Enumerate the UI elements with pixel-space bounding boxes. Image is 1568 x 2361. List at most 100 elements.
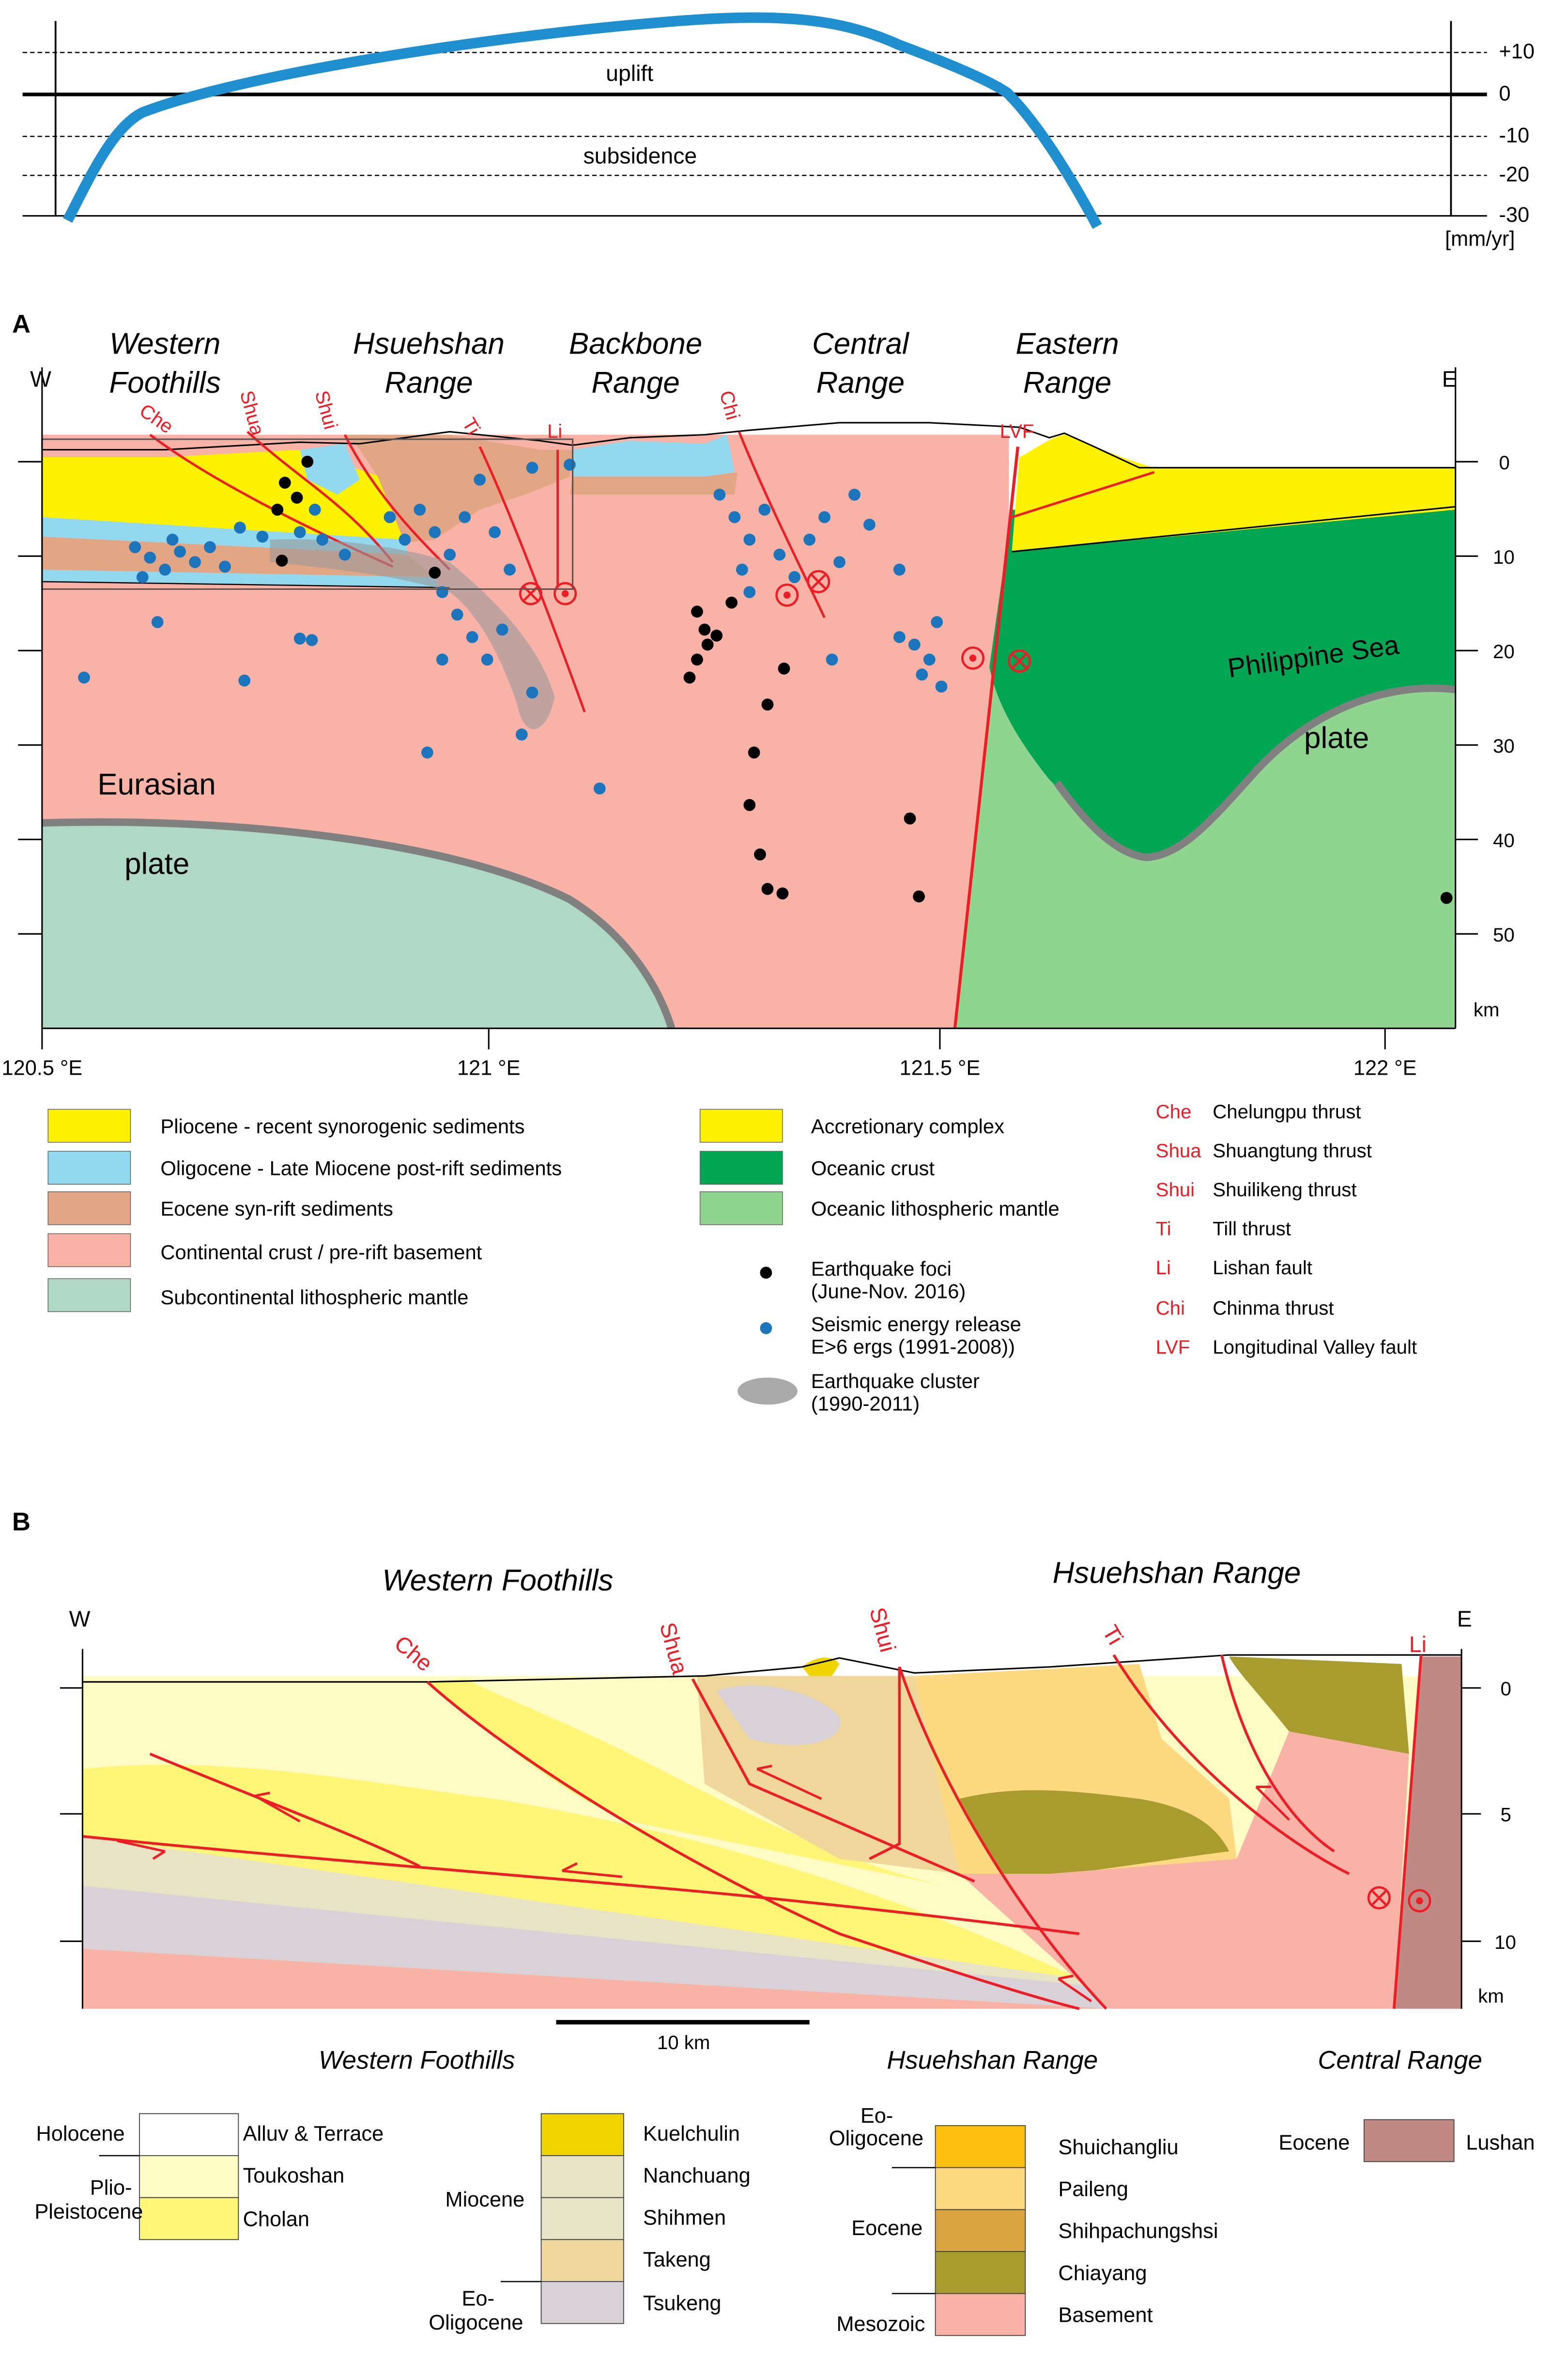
legend-plate-unit: Accretionary complex	[811, 1115, 1004, 1138]
hsuehshan-eocene-block	[345, 434, 573, 543]
legend-seismic-dot	[760, 1322, 772, 1334]
age-label: Plio-	[90, 2176, 132, 2199]
depth-tick: 40	[1493, 830, 1515, 851]
eurasian-plate-label: plate	[124, 848, 189, 881]
region-header-b: Hsuehshan Range	[1053, 1557, 1301, 1590]
unit-label: Shihmen	[643, 2206, 726, 2229]
age-label: Holocene	[36, 2122, 124, 2145]
age-label: Miocene	[445, 2188, 524, 2211]
thrust-arrows	[117, 1764, 1290, 2003]
region-header: Range	[591, 366, 679, 400]
age-label: Oligocene	[829, 2127, 923, 2150]
unit-label: Cholan	[243, 2207, 309, 2231]
fault-label-li-b: Li	[1409, 1632, 1427, 1657]
fault-label-shua-b: Shua	[655, 1620, 692, 1677]
fault-label-ti-b: Ti	[1098, 1621, 1129, 1649]
rate-tick: -30	[1499, 203, 1529, 227]
svg-text:Li: Li	[1156, 1257, 1171, 1279]
svg-text:Che: Che	[1156, 1101, 1192, 1123]
rate-tick: -20	[1499, 163, 1529, 186]
rate-unit: [mm/yr]	[1445, 228, 1515, 251]
age-label: Mesozoic	[836, 2313, 925, 2336]
depth-tick: 20	[1493, 641, 1515, 663]
seismic-energy-release	[78, 459, 948, 795]
svg-text:Longitudinal Valley fault: Longitudinal Valley fault	[1213, 1336, 1417, 1358]
fault-label-chi: Chi	[715, 388, 744, 422]
uplift-rate-curve	[62, 12, 1102, 229]
basement-east	[959, 1731, 1409, 2009]
age-label: Eocene	[851, 2217, 922, 2240]
fault-label-lvf: LVF	[1000, 420, 1034, 442]
region-header-b: Western Foothills	[382, 1564, 613, 1597]
western-blue-sliver	[300, 444, 360, 495]
region-header: Range	[1023, 366, 1111, 400]
panel-b-letter: B	[12, 1508, 31, 1536]
unit-label: Takeng	[643, 2248, 711, 2271]
west-label: W	[30, 367, 51, 392]
chiayang-east	[1229, 1656, 1409, 1754]
east-label: E	[1442, 367, 1457, 392]
depth-tick-b: 0	[1501, 1678, 1511, 1700]
west-label-b: W	[69, 1606, 91, 1631]
kuelchulin-cap	[802, 1657, 840, 1676]
depth-tick: 0	[1499, 452, 1509, 474]
fault-label-che: Che	[136, 400, 177, 438]
subcontinental-mantle	[42, 822, 672, 1029]
uplift-profile-plot: uplift subsidence +10 0 -10 -20 -30 [mm/…	[22, 12, 1535, 251]
panel-b-cross-section: B Western Foothills Hsuehshan Range W E	[12, 1508, 1516, 2053]
svg-text:Ti: Ti	[1156, 1218, 1171, 1239]
depth-tick: 30	[1493, 735, 1515, 757]
tsukeng-fold	[716, 1685, 841, 1745]
backbone-syn-rift	[569, 472, 738, 495]
age-label: Eocene	[1278, 2131, 1350, 2155]
legend-header-wf: Western Foothills	[319, 2046, 515, 2074]
topography-b	[82, 1654, 1462, 1683]
eurasian-label: Eurasian	[97, 768, 215, 801]
legend-seismic-text: E>6 ergs (1991-2008))	[811, 1335, 1015, 1358]
longitude-tick: 120.5 °E	[2, 1056, 83, 1080]
svg-text:Lishan fault: Lishan fault	[1213, 1257, 1312, 1279]
region-header: Hsuehshan	[353, 327, 505, 360]
lushan-block	[1394, 1656, 1462, 2009]
depth-tick: 10	[1493, 546, 1515, 568]
unit-label: Nanchuang	[643, 2164, 751, 2188]
age-label: Eo-	[462, 2287, 494, 2310]
legend-header-hr: Hsuehshan Range	[887, 2046, 1098, 2074]
depth-tick-b: 5	[1501, 1804, 1511, 1826]
depth-tick-b: 10	[1494, 1931, 1516, 1953]
oceanic-crust	[989, 509, 1456, 855]
legend-unit: Eocene syn-rift sediments	[160, 1197, 393, 1220]
legend-plate-unit: Oceanic crust	[811, 1157, 935, 1180]
eurasian-plate-boundary	[42, 818, 676, 1030]
svg-text:Shui: Shui	[1156, 1179, 1195, 1201]
uplift-label: uplift	[606, 61, 653, 86]
panel-a-letter: A	[12, 310, 31, 339]
svg-text:Chi: Chi	[1156, 1297, 1185, 1319]
region-header: Western	[109, 327, 220, 360]
panel-a-cross-section: A Western Foothills Hsuehshan Range Back…	[2, 310, 1515, 1080]
east-label-b: E	[1457, 1606, 1472, 1631]
region-header: Backbone	[569, 327, 702, 360]
region-header: Range	[816, 366, 905, 400]
chiayang-fold	[959, 1790, 1230, 1882]
philippine-plate-boundary	[1054, 684, 1456, 862]
rate-tick: 0	[1499, 82, 1510, 105]
legend-header-cr: Central Range	[1318, 2046, 1482, 2074]
svg-text:Till thrust: Till thrust	[1213, 1218, 1291, 1239]
depth-tick: 50	[1493, 924, 1515, 946]
depth-axis-a	[18, 367, 1478, 1049]
unit-label: Shuichangliu	[1058, 2136, 1178, 2159]
legend-unit: Oligocene - Late Miocene post-rift sedim…	[160, 1157, 562, 1180]
backbone-post-rift	[572, 434, 735, 477]
depth-unit: km	[1474, 999, 1500, 1021]
lvf-fault	[953, 447, 1019, 1029]
fault-label-shui: Shui	[310, 388, 341, 432]
legend-plate-unit: Oceanic lithospheric mantle	[811, 1197, 1060, 1220]
rate-tick: -10	[1499, 124, 1529, 147]
unit-label: Toukoshan	[243, 2164, 345, 2188]
fault-label-shua: Shua	[236, 388, 269, 438]
svg-text:Shuilikeng thrust: Shuilikeng thrust	[1213, 1179, 1356, 1201]
svg-text:Shuangtung thrust: Shuangtung thrust	[1213, 1140, 1372, 1162]
legend-cluster-text: (1990-2011)	[811, 1392, 920, 1415]
